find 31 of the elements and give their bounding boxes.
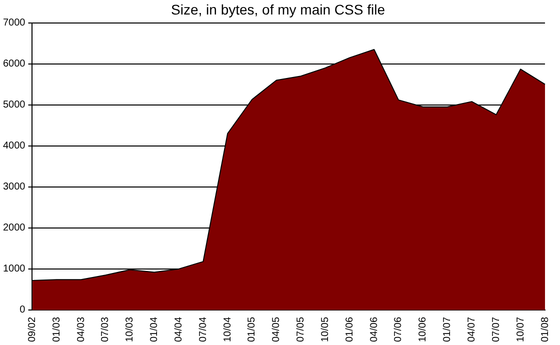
x-tick-label: 04/03: [76, 316, 87, 342]
x-tick-label: 07/04: [198, 316, 209, 342]
chart-title: Size, in bytes, of my main CSS file: [171, 1, 386, 18]
y-tick-label: 2000: [2, 222, 26, 234]
x-tick-label: 04/07: [466, 316, 478, 342]
y-tick-label: 3000: [2, 182, 26, 193]
x-tick-label: 10/05: [320, 316, 331, 342]
x-tick-label: 10/07: [515, 316, 526, 342]
y-tick-label: 1000: [2, 264, 26, 275]
x-tick-label: 07/05: [296, 316, 307, 342]
x-tick-label: 01/06: [344, 316, 356, 342]
x-tick-label: 09/02: [26, 316, 38, 342]
x-tick-label: 01/04: [149, 316, 160, 342]
x-tick-label: 04/06: [368, 316, 380, 342]
x-tick-label: 10/06: [418, 316, 429, 342]
x-tick-label: 01/08: [540, 316, 551, 342]
x-tick-label: 07/03: [100, 316, 112, 342]
x-tick-label: 01/07: [442, 316, 454, 342]
x-tick-label: 07/06: [393, 316, 404, 342]
x-tick-label: 10/03: [124, 316, 136, 342]
y-tick-label: 0: [20, 304, 26, 316]
y-tick-label: 6000: [2, 58, 26, 70]
x-tick-label: 07/07: [490, 316, 502, 342]
x-tick-label: 04/04: [173, 316, 184, 342]
x-tick-label: 10/04: [222, 316, 234, 342]
x-tick-label: 01/03: [51, 316, 62, 342]
x-tick-label: 01/05: [246, 316, 258, 342]
y-tick-label: 5000: [2, 100, 26, 111]
y-tick-label: 4000: [2, 140, 26, 152]
y-tick-label: 7000: [2, 18, 26, 29]
x-tick-label: 04/05: [271, 316, 282, 342]
